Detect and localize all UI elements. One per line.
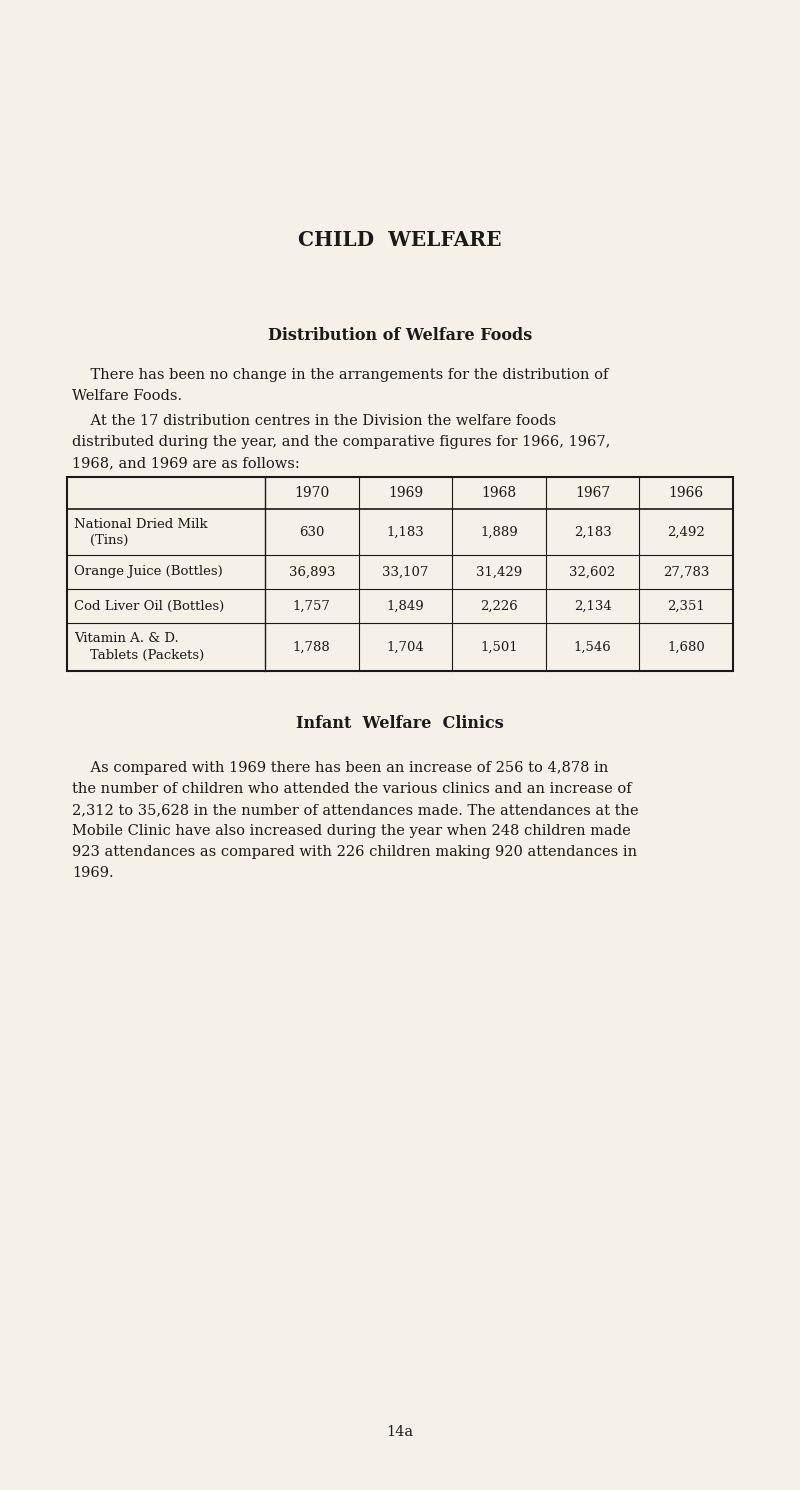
Text: 33,107: 33,107 bbox=[382, 566, 429, 578]
Text: CHILD  WELFARE: CHILD WELFARE bbox=[298, 229, 502, 250]
Text: 1,501: 1,501 bbox=[480, 641, 518, 654]
Text: distributed during the year, and the comparative figures for 1966, 1967,: distributed during the year, and the com… bbox=[72, 435, 610, 448]
Text: 1,680: 1,680 bbox=[667, 641, 705, 654]
Text: 1968: 1968 bbox=[482, 486, 517, 501]
Text: 31,429: 31,429 bbox=[476, 566, 522, 578]
Text: 1969: 1969 bbox=[388, 486, 423, 501]
Text: 36,893: 36,893 bbox=[289, 566, 335, 578]
Text: As compared with 1969 there has been an increase of 256 to 4,878 in: As compared with 1969 there has been an … bbox=[72, 761, 608, 775]
Text: Mobile Clinic have also increased during the year when 248 children made: Mobile Clinic have also increased during… bbox=[72, 824, 630, 837]
Text: 27,783: 27,783 bbox=[663, 566, 710, 578]
Text: 923 attendances as compared with 226 children making 920 attendances in: 923 attendances as compared with 226 chi… bbox=[72, 845, 637, 860]
Text: Orange Juice (Bottles): Orange Juice (Bottles) bbox=[74, 566, 222, 578]
Text: 2,312 to 35,628 in the number of attendances made. The attendances at the: 2,312 to 35,628 in the number of attenda… bbox=[72, 803, 638, 817]
Text: 630: 630 bbox=[299, 526, 325, 538]
Text: 1,849: 1,849 bbox=[386, 599, 424, 612]
Text: 1,889: 1,889 bbox=[480, 526, 518, 538]
Text: 1968, and 1969 are as follows:: 1968, and 1969 are as follows: bbox=[72, 456, 300, 469]
Text: 1967: 1967 bbox=[575, 486, 610, 501]
Text: 1,704: 1,704 bbox=[386, 641, 424, 654]
Text: the number of children who attended the various clinics and an increase of: the number of children who attended the … bbox=[72, 782, 632, 796]
Bar bbox=[67, 477, 733, 670]
Text: 2,492: 2,492 bbox=[667, 526, 705, 538]
Text: Welfare Foods.: Welfare Foods. bbox=[72, 389, 182, 402]
Text: 32,602: 32,602 bbox=[570, 566, 616, 578]
Text: 2,134: 2,134 bbox=[574, 599, 611, 612]
Text: Vitamin A. & D.: Vitamin A. & D. bbox=[74, 632, 178, 645]
Text: 1966: 1966 bbox=[669, 486, 704, 501]
Text: 1,546: 1,546 bbox=[574, 641, 611, 654]
Text: 2,226: 2,226 bbox=[480, 599, 518, 612]
Text: At the 17 distribution centres in the Division the welfare foods: At the 17 distribution centres in the Di… bbox=[72, 414, 556, 428]
Text: Cod Liver Oil (Bottles): Cod Liver Oil (Bottles) bbox=[74, 599, 224, 612]
Text: 2,183: 2,183 bbox=[574, 526, 611, 538]
Text: (Tins): (Tins) bbox=[90, 533, 128, 547]
Text: Tablets (Packets): Tablets (Packets) bbox=[90, 648, 204, 662]
Text: There has been no change in the arrangements for the distribution of: There has been no change in the arrangem… bbox=[72, 368, 608, 381]
Text: National Dried Milk: National Dried Milk bbox=[74, 517, 208, 530]
Text: 1,183: 1,183 bbox=[386, 526, 424, 538]
Text: 2,351: 2,351 bbox=[667, 599, 705, 612]
Text: 14a: 14a bbox=[386, 1424, 414, 1439]
Text: 1,757: 1,757 bbox=[293, 599, 330, 612]
Text: Infant  Welfare  Clinics: Infant Welfare Clinics bbox=[296, 715, 504, 732]
Text: Distribution of Welfare Foods: Distribution of Welfare Foods bbox=[268, 326, 532, 344]
Text: 1969.: 1969. bbox=[72, 866, 114, 881]
Text: 1970: 1970 bbox=[294, 486, 330, 501]
Text: 1,788: 1,788 bbox=[293, 641, 330, 654]
